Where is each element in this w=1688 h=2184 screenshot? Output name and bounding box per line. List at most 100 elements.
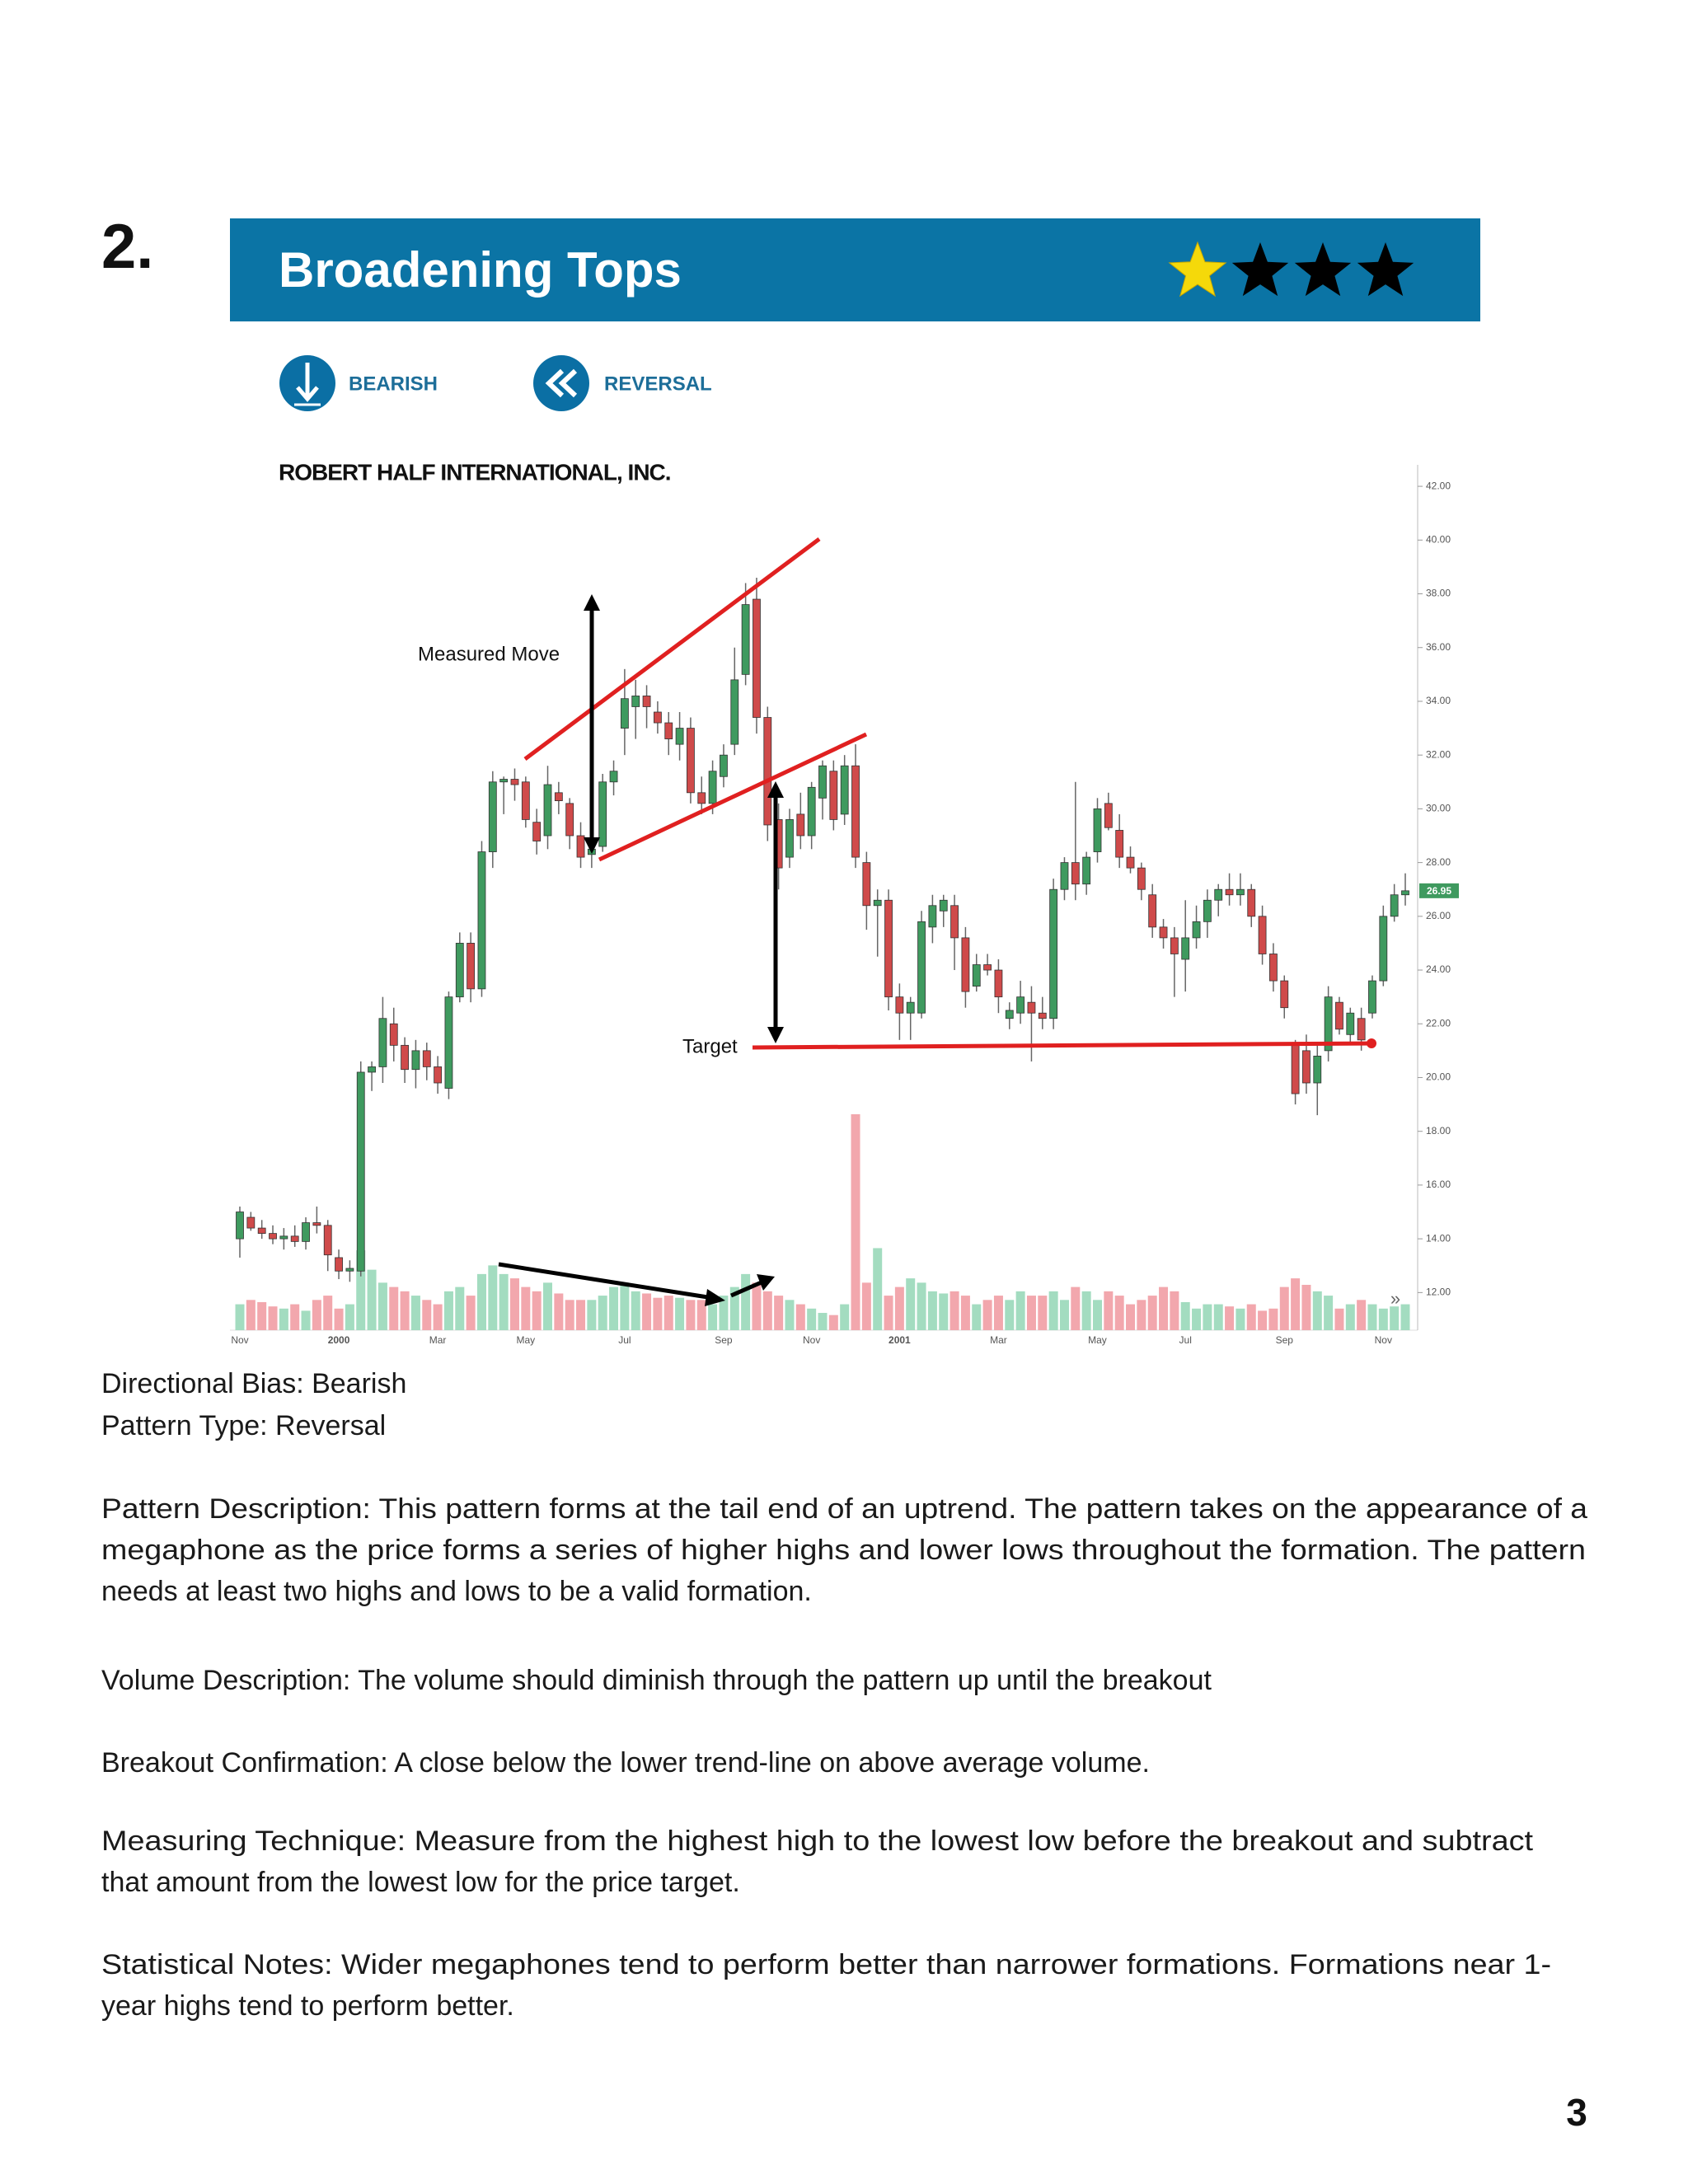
volume-bar bbox=[1005, 1300, 1015, 1330]
volume-bar bbox=[509, 1278, 519, 1330]
candle-body bbox=[302, 1222, 310, 1242]
candle-body bbox=[654, 711, 662, 724]
volume-bar bbox=[1400, 1304, 1410, 1330]
volume-bar bbox=[1170, 1291, 1179, 1330]
candle-body bbox=[620, 698, 629, 729]
target-line bbox=[752, 1041, 1372, 1050]
volume-bar bbox=[1258, 1310, 1268, 1330]
text-line: Pattern Description: This pattern forms … bbox=[101, 1493, 1587, 1525]
candle-body bbox=[1159, 926, 1168, 939]
volume-bar bbox=[521, 1286, 531, 1330]
volume-bar bbox=[1015, 1291, 1025, 1330]
candle-body bbox=[1247, 888, 1256, 917]
volume-bar bbox=[345, 1304, 354, 1330]
volume-bar bbox=[906, 1278, 916, 1330]
volume-bar bbox=[433, 1304, 443, 1330]
text-line: Pattern Type: Reversal bbox=[101, 1410, 386, 1441]
candle-body bbox=[928, 905, 937, 928]
volume-bar bbox=[1324, 1296, 1334, 1330]
candle-body bbox=[368, 1066, 376, 1073]
y-tick-label: 24.00 bbox=[1426, 963, 1451, 975]
volume-bar bbox=[719, 1296, 729, 1330]
volume-bar bbox=[1126, 1304, 1136, 1330]
candle-body bbox=[906, 1001, 915, 1014]
volume-bar bbox=[851, 1114, 860, 1330]
volume-arrow bbox=[730, 1279, 764, 1298]
volume-bar bbox=[917, 1282, 926, 1330]
candle-body bbox=[1038, 1012, 1047, 1019]
volume-bar bbox=[1081, 1291, 1091, 1330]
y-tick-label: 28.00 bbox=[1426, 856, 1451, 868]
volume-bar bbox=[1312, 1291, 1322, 1330]
annotations: » Measured Move Target bbox=[418, 537, 1400, 1309]
candle-body bbox=[917, 921, 926, 1014]
y-tick-label: 30.00 bbox=[1426, 803, 1451, 814]
volume-bar bbox=[960, 1296, 970, 1330]
candle-body bbox=[356, 1071, 365, 1272]
candle-body bbox=[1137, 867, 1146, 890]
volume-bar bbox=[696, 1300, 706, 1330]
y-tick-label: 14.00 bbox=[1426, 1232, 1451, 1244]
volume-bar bbox=[1159, 1286, 1169, 1330]
candle-body bbox=[598, 781, 607, 847]
candle-body bbox=[895, 996, 904, 1014]
candle-body bbox=[1291, 1044, 1300, 1094]
volume-bar bbox=[268, 1306, 278, 1330]
volume-bar bbox=[400, 1291, 410, 1330]
y-tick-label: 12.00 bbox=[1426, 1286, 1451, 1298]
text-line: Directional Bias: Bearish bbox=[101, 1368, 406, 1399]
candle-body bbox=[983, 964, 992, 971]
arrow-head bbox=[584, 837, 600, 854]
volume-bar bbox=[884, 1296, 893, 1330]
candle-body bbox=[1269, 954, 1278, 982]
candle-body bbox=[1115, 830, 1124, 858]
candle-body bbox=[1082, 856, 1091, 885]
volume-bar bbox=[410, 1296, 420, 1330]
candle-body bbox=[1005, 1010, 1014, 1019]
volume-bar bbox=[631, 1291, 640, 1330]
candle-body bbox=[499, 779, 509, 783]
candle-body bbox=[565, 803, 574, 837]
candle-body bbox=[939, 899, 948, 912]
candle-body bbox=[1214, 888, 1223, 901]
candle-body bbox=[543, 784, 552, 837]
arrow-head bbox=[767, 1027, 784, 1043]
volume-bar bbox=[762, 1291, 772, 1330]
candle-body bbox=[1203, 899, 1212, 922]
candle-body bbox=[532, 822, 542, 841]
x-tick-label: 2001 bbox=[889, 1334, 911, 1346]
candle-body bbox=[335, 1257, 343, 1272]
volume-bar bbox=[1301, 1284, 1311, 1330]
volume-bar bbox=[1236, 1308, 1245, 1330]
volume-bar bbox=[708, 1304, 718, 1330]
candle-body bbox=[389, 1023, 398, 1046]
x-tick-label: Nov bbox=[231, 1334, 248, 1346]
volume-bar bbox=[235, 1304, 245, 1330]
candle-body bbox=[829, 771, 838, 820]
x-tick-label: Mar bbox=[990, 1334, 1007, 1346]
candle-body bbox=[720, 754, 728, 777]
candle-body bbox=[1313, 1055, 1322, 1084]
volume-bar bbox=[1192, 1308, 1202, 1330]
candle-body bbox=[818, 765, 827, 799]
volume-bar bbox=[675, 1297, 685, 1330]
volume-bar bbox=[828, 1315, 838, 1330]
volume-bar bbox=[1038, 1296, 1048, 1330]
volume-bar bbox=[1048, 1291, 1058, 1330]
x-tick-label: May bbox=[516, 1334, 535, 1346]
text-line: that amount from the lowest low for the … bbox=[101, 1867, 740, 1898]
chart-title: ROBERT HALF INTERNATIONAL, INC. bbox=[279, 459, 671, 485]
x-tick-label: Sep bbox=[1276, 1334, 1294, 1346]
x-tick-label: Nov bbox=[803, 1334, 820, 1346]
trend-line bbox=[598, 732, 868, 862]
volume-bar bbox=[312, 1300, 321, 1330]
volume-bar bbox=[246, 1300, 256, 1330]
candle-body bbox=[1071, 862, 1080, 885]
candle-body bbox=[269, 1233, 277, 1240]
rating bbox=[1168, 241, 1414, 298]
candle-body bbox=[323, 1225, 332, 1256]
volume-bar bbox=[377, 1282, 387, 1330]
candle-body bbox=[521, 781, 530, 820]
candle-body bbox=[1148, 894, 1157, 928]
candle-body bbox=[1390, 894, 1399, 917]
